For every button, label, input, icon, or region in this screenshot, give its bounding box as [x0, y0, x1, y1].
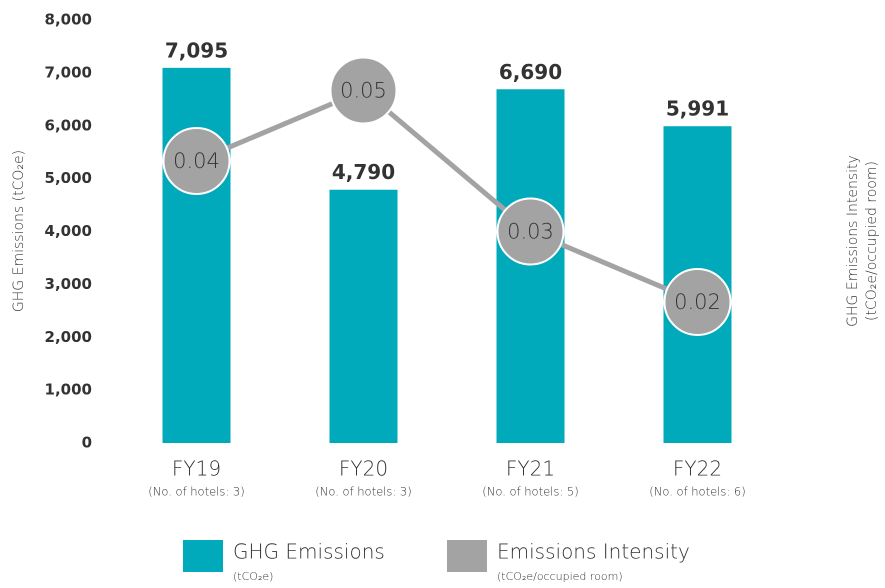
line: [195, 87, 699, 305]
x-tick-label: FY19: [172, 457, 221, 481]
line-point: [663, 268, 732, 336]
x-tick-label: FY21: [506, 457, 555, 481]
point-value-label: 0.03: [507, 220, 554, 244]
legend-label: Emissions Intensity: [497, 540, 690, 564]
bar-value-label: 5,991: [666, 97, 729, 121]
legend-unit: (tCO₂e/occupied room): [497, 570, 623, 583]
y-tick-label: 4,000: [45, 222, 92, 240]
point-value-label: 0.02: [674, 290, 721, 314]
bar-value-label: 6,690: [499, 60, 562, 84]
bar-value-label: 7,095: [165, 38, 228, 62]
y-tick-label: 8,000: [45, 11, 92, 29]
x-tick-label: FY22: [673, 457, 722, 481]
point-value-label: 0.05: [340, 79, 387, 103]
legend-swatch: [183, 540, 223, 572]
bar: [162, 67, 231, 444]
line-point: [496, 197, 565, 266]
x-tick-note: (No. of hotels: 3): [315, 485, 411, 499]
x-tick-note: (No. of hotels: 3): [148, 485, 244, 499]
y-tick-label: 2,000: [45, 328, 92, 346]
x-tick-note: (No. of hotels: 5): [482, 485, 578, 499]
line-point: [329, 56, 398, 125]
y-tick-label: 1,000: [45, 381, 92, 399]
bar: [496, 89, 565, 444]
y-tick-label: 0: [82, 434, 92, 452]
legend-swatch: [447, 540, 487, 572]
x-tick-label: FY20: [339, 457, 388, 481]
y2-axis-label: (tCO₂e/occupied room): [864, 161, 880, 321]
y-tick-label: 7,000: [45, 63, 92, 81]
y2-axis-label: GHG Emissions Intensity: [845, 155, 861, 327]
y-tick-label: 6,000: [45, 116, 92, 134]
bar-value-label: 4,790: [332, 160, 395, 184]
legend-label: GHG Emissions: [233, 540, 385, 564]
legend-unit: (tCO₂e): [233, 570, 273, 583]
x-tick-note: (No. of hotels: 6): [649, 485, 745, 499]
y-tick-label: 5,000: [45, 169, 92, 187]
y-axis-label: GHG Emissions (tCO₂e): [11, 150, 27, 312]
line-point: [162, 127, 231, 195]
point-value-label: 0.04: [173, 149, 220, 173]
bar: [329, 189, 398, 443]
y-tick-label: 3,000: [45, 275, 92, 293]
